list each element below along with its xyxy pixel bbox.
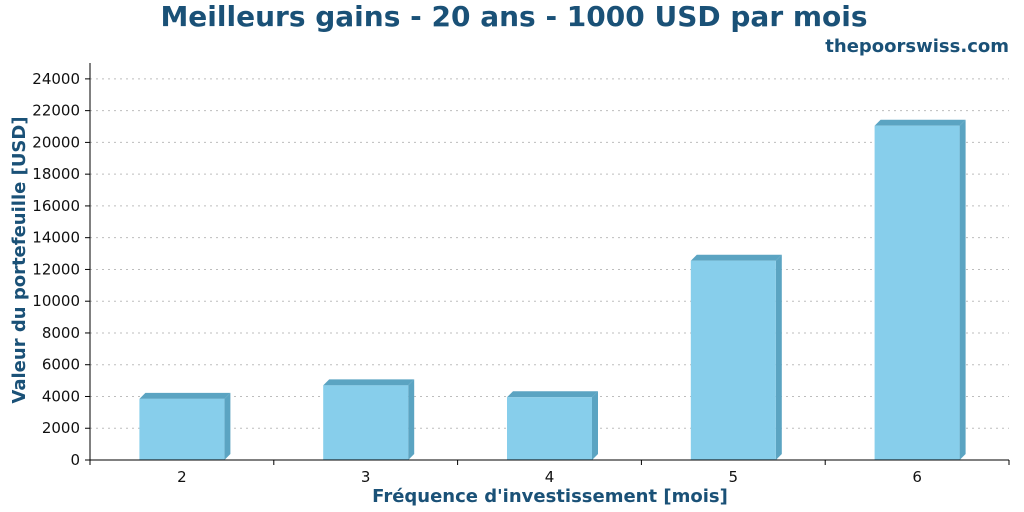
y-tick-label: 4000 (42, 387, 80, 405)
bar-side (224, 392, 231, 460)
bar-top (323, 379, 415, 386)
grid (90, 78, 1009, 429)
y-tick-label: 22000 (32, 102, 80, 120)
bar-side (775, 254, 782, 460)
bar-front (507, 397, 592, 460)
y-axis-label: Valeur du portefeuille [USD] (9, 116, 30, 403)
x-axis-label: Fréquence d'investissement [mois] (372, 486, 728, 507)
y-tick-label: 14000 (32, 229, 80, 247)
y-tick-label: 6000 (42, 356, 80, 374)
y-tick-label: 12000 (32, 260, 80, 278)
y-tick-label: 2000 (42, 419, 80, 437)
y-tick-label: 10000 (32, 292, 80, 310)
bar-4 (507, 391, 598, 460)
y-axis-ticks: 0 2000 4000 6000 8000 10000 12000 14000 16000 180… (32, 70, 90, 469)
bar-top (874, 119, 966, 126)
bar-top (690, 254, 782, 261)
bar-top (507, 391, 598, 398)
x-tick-label: 4 (545, 468, 555, 486)
x-tick-label: 6 (912, 468, 922, 486)
x-tick-label: 3 (361, 468, 371, 486)
chart-title: Meilleurs gains - 20 ans - 1000 USD par … (160, 0, 867, 33)
bars (139, 119, 966, 460)
y-tick-label: 16000 (32, 197, 80, 215)
bar-5 (690, 254, 782, 460)
bar-front (874, 125, 960, 460)
bar-side (408, 379, 415, 460)
axes (89, 63, 1009, 461)
y-tick-label: 8000 (42, 324, 80, 342)
bar-side (592, 391, 598, 460)
bar-front (690, 260, 776, 460)
bar-3 (323, 379, 415, 460)
chart-subtitle: thepoorswiss.com (825, 36, 1009, 57)
y-tick-label: 18000 (32, 165, 80, 183)
y-tick-label: 24000 (32, 70, 80, 88)
bar-side (959, 119, 966, 460)
bar-6 (874, 119, 966, 460)
bar-front (323, 385, 409, 460)
y-tick-label: 20000 (32, 133, 80, 151)
x-tick-label: 5 (729, 468, 739, 486)
bar-front (139, 398, 225, 460)
y-tick-label: 0 (70, 451, 80, 469)
x-tick-label: 2 (177, 468, 187, 486)
x-axis-ticks: 2 3 4 5 6 (89, 460, 1010, 486)
bar-2 (139, 392, 231, 460)
bar-top (139, 392, 231, 399)
